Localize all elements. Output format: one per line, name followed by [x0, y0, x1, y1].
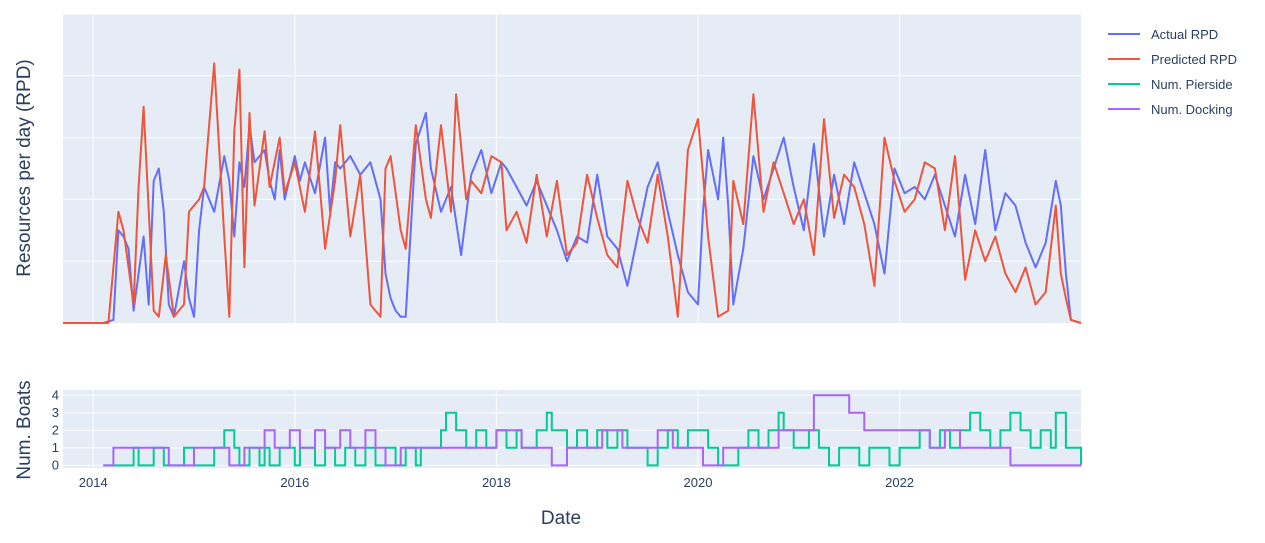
- top-plot-series: [63, 62, 1082, 324]
- actual-rpd-line: [63, 111, 1082, 324]
- x-axis-ticks: 2014 2016 2018 2020 2022: [79, 475, 914, 490]
- x-tick-label: 2020: [684, 475, 713, 490]
- top-plot-background: [63, 14, 1081, 323]
- x-tick-label: 2014: [79, 475, 108, 490]
- y-tick-label: 1: [52, 440, 59, 455]
- y-tick-label: 2: [52, 422, 59, 437]
- legend: Actual RPD Predicted RPD Num. Pierside Num.…: [1108, 27, 1237, 117]
- x-tick-label: 2018: [482, 475, 511, 490]
- x-tick-label: 2016: [280, 475, 309, 490]
- legend-label: Predicted RPD: [1151, 52, 1237, 67]
- y-axis-title-bottom: Num. Boats: [14, 380, 35, 479]
- bottom-plot-series: [103, 394, 1082, 467]
- y-tick-label: 4: [52, 387, 59, 402]
- predicted-rpd-line: [63, 62, 1082, 324]
- y-tick-label: 3: [52, 405, 59, 420]
- y-axis-title-top: Resources per day (RPD): [14, 59, 35, 277]
- num-docking-line: [103, 394, 1081, 467]
- legend-label: Num. Docking: [1151, 102, 1233, 117]
- y-tick-label: 0: [52, 457, 59, 472]
- bottom-plot-background: [63, 390, 1081, 468]
- legend-label: Num. Pierside: [1151, 77, 1233, 92]
- bottom-plot-y-ticks: 0 1 2 3 4: [52, 387, 59, 472]
- x-tick-label: 2022: [885, 475, 914, 490]
- legend-label: Actual RPD: [1151, 27, 1218, 42]
- x-axis-title: Date: [541, 508, 581, 529]
